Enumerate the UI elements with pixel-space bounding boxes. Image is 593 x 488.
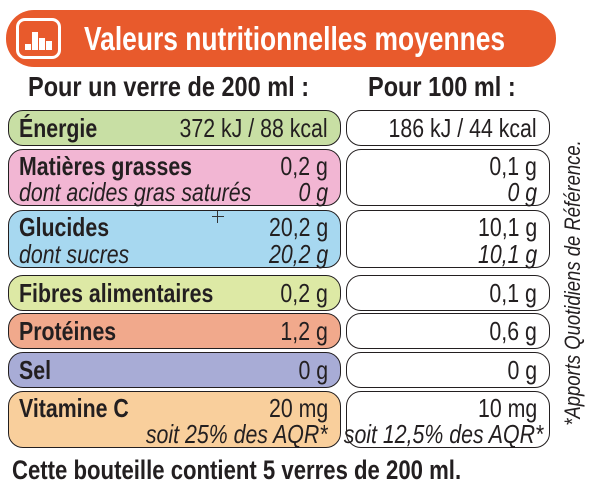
nutrition-row-energie: Énergie 372 kJ / 88 kcal	[8, 110, 341, 146]
row-value-100ml: 10,1 g	[477, 212, 537, 242]
row-sub-label: dont sucres	[19, 239, 130, 269]
row-sub-value-glass: soit 25% des AQR*	[146, 419, 328, 449]
row-value-100ml: 0,1 g	[489, 278, 537, 308]
row-label: Glucides	[19, 212, 110, 242]
nutrition-row-sel-100ml: 0 g	[346, 352, 550, 388]
row-value-glass: 20 mg	[268, 393, 328, 423]
row-sub-label: dont acides gras saturés	[19, 177, 252, 207]
nutrition-row-matieres-grasses-100ml: 0,1 g 0 g	[346, 149, 550, 207]
row-value-glass: 372 kJ / 88 kcal	[179, 113, 328, 143]
nutrition-row-sel: Sel 0 g	[8, 352, 341, 388]
footnote-aqr: *Apports Quotidiens de Référence.	[560, 140, 585, 426]
page-title: Valeurs nutritionnelles moyennes	[84, 20, 506, 57]
nutrition-row-fibres: Fibres alimentaires 0,2 g	[8, 275, 341, 311]
nutrition-row-proteines-100ml: 0,6 g	[346, 313, 550, 349]
row-value-glass: 0,2 g	[280, 278, 328, 308]
nutrition-row-vitamine-c: Vitamine C 20 mg soit 25% des AQR*	[8, 391, 341, 449]
nutrition-row-fibres-100ml: 0,1 g	[346, 275, 550, 311]
column-header-per-100ml: Pour 100 ml :	[368, 71, 516, 102]
row-value-glass: 0 g	[298, 355, 328, 385]
row-label: Sel	[19, 355, 52, 385]
nutrition-row-proteines: Protéines 1,2 g	[8, 313, 341, 349]
nutrition-row-matieres-grasses: Matières grasses 0,2 g dont acides gras …	[8, 149, 341, 207]
row-sub-value-glass: 0 g	[298, 177, 328, 207]
row-value-100ml: 0 g	[507, 355, 537, 385]
row-label: Énergie	[19, 113, 98, 143]
title-bar: Valeurs nutritionnelles moyennes	[6, 10, 556, 67]
row-label: Protéines	[19, 316, 117, 346]
row-value-glass: 0,2 g	[280, 151, 328, 181]
row-value-100ml: 186 kJ / 44 kcal	[388, 113, 537, 143]
nutrition-row-energie-100ml: 186 kJ / 44 kcal	[346, 110, 550, 146]
row-sub-value-100ml: 0 g	[507, 177, 537, 207]
nutrition-row-glucides: Glucides 20,2 g dont sucres 20,2 g	[8, 210, 341, 269]
column-header-per-glass: Pour un verre de 200 ml :	[28, 71, 310, 102]
row-sub-value-100ml: 10,1 g	[477, 239, 537, 269]
row-value-100ml: 0,1 g	[489, 151, 537, 181]
row-label: Fibres alimentaires	[19, 278, 214, 308]
row-value-glass: 20,2 g	[268, 212, 328, 242]
row-label: Matières grasses	[19, 151, 193, 181]
row-sub-value-glass: 20,2 g	[268, 239, 328, 269]
row-value-100ml: 10 mg	[477, 393, 537, 423]
mouse-cursor	[212, 211, 224, 223]
bar-chart-icon	[16, 18, 61, 59]
row-sub-value-100ml: soit 12,5% des AQR*	[343, 419, 543, 449]
nutrition-row-glucides-100ml: 10,1 g 10,1 g	[346, 210, 550, 269]
nutrition-row-vitamine-c-100ml: 10 mg soit 12,5% des AQR*	[343, 391, 550, 449]
row-value-glass: 1,2 g	[280, 316, 328, 346]
row-value-100ml: 0,6 g	[489, 316, 537, 346]
row-label: Vitamine C	[19, 393, 129, 423]
footer-note: Cette bouteille contient 5 verres de 200…	[12, 455, 462, 485]
